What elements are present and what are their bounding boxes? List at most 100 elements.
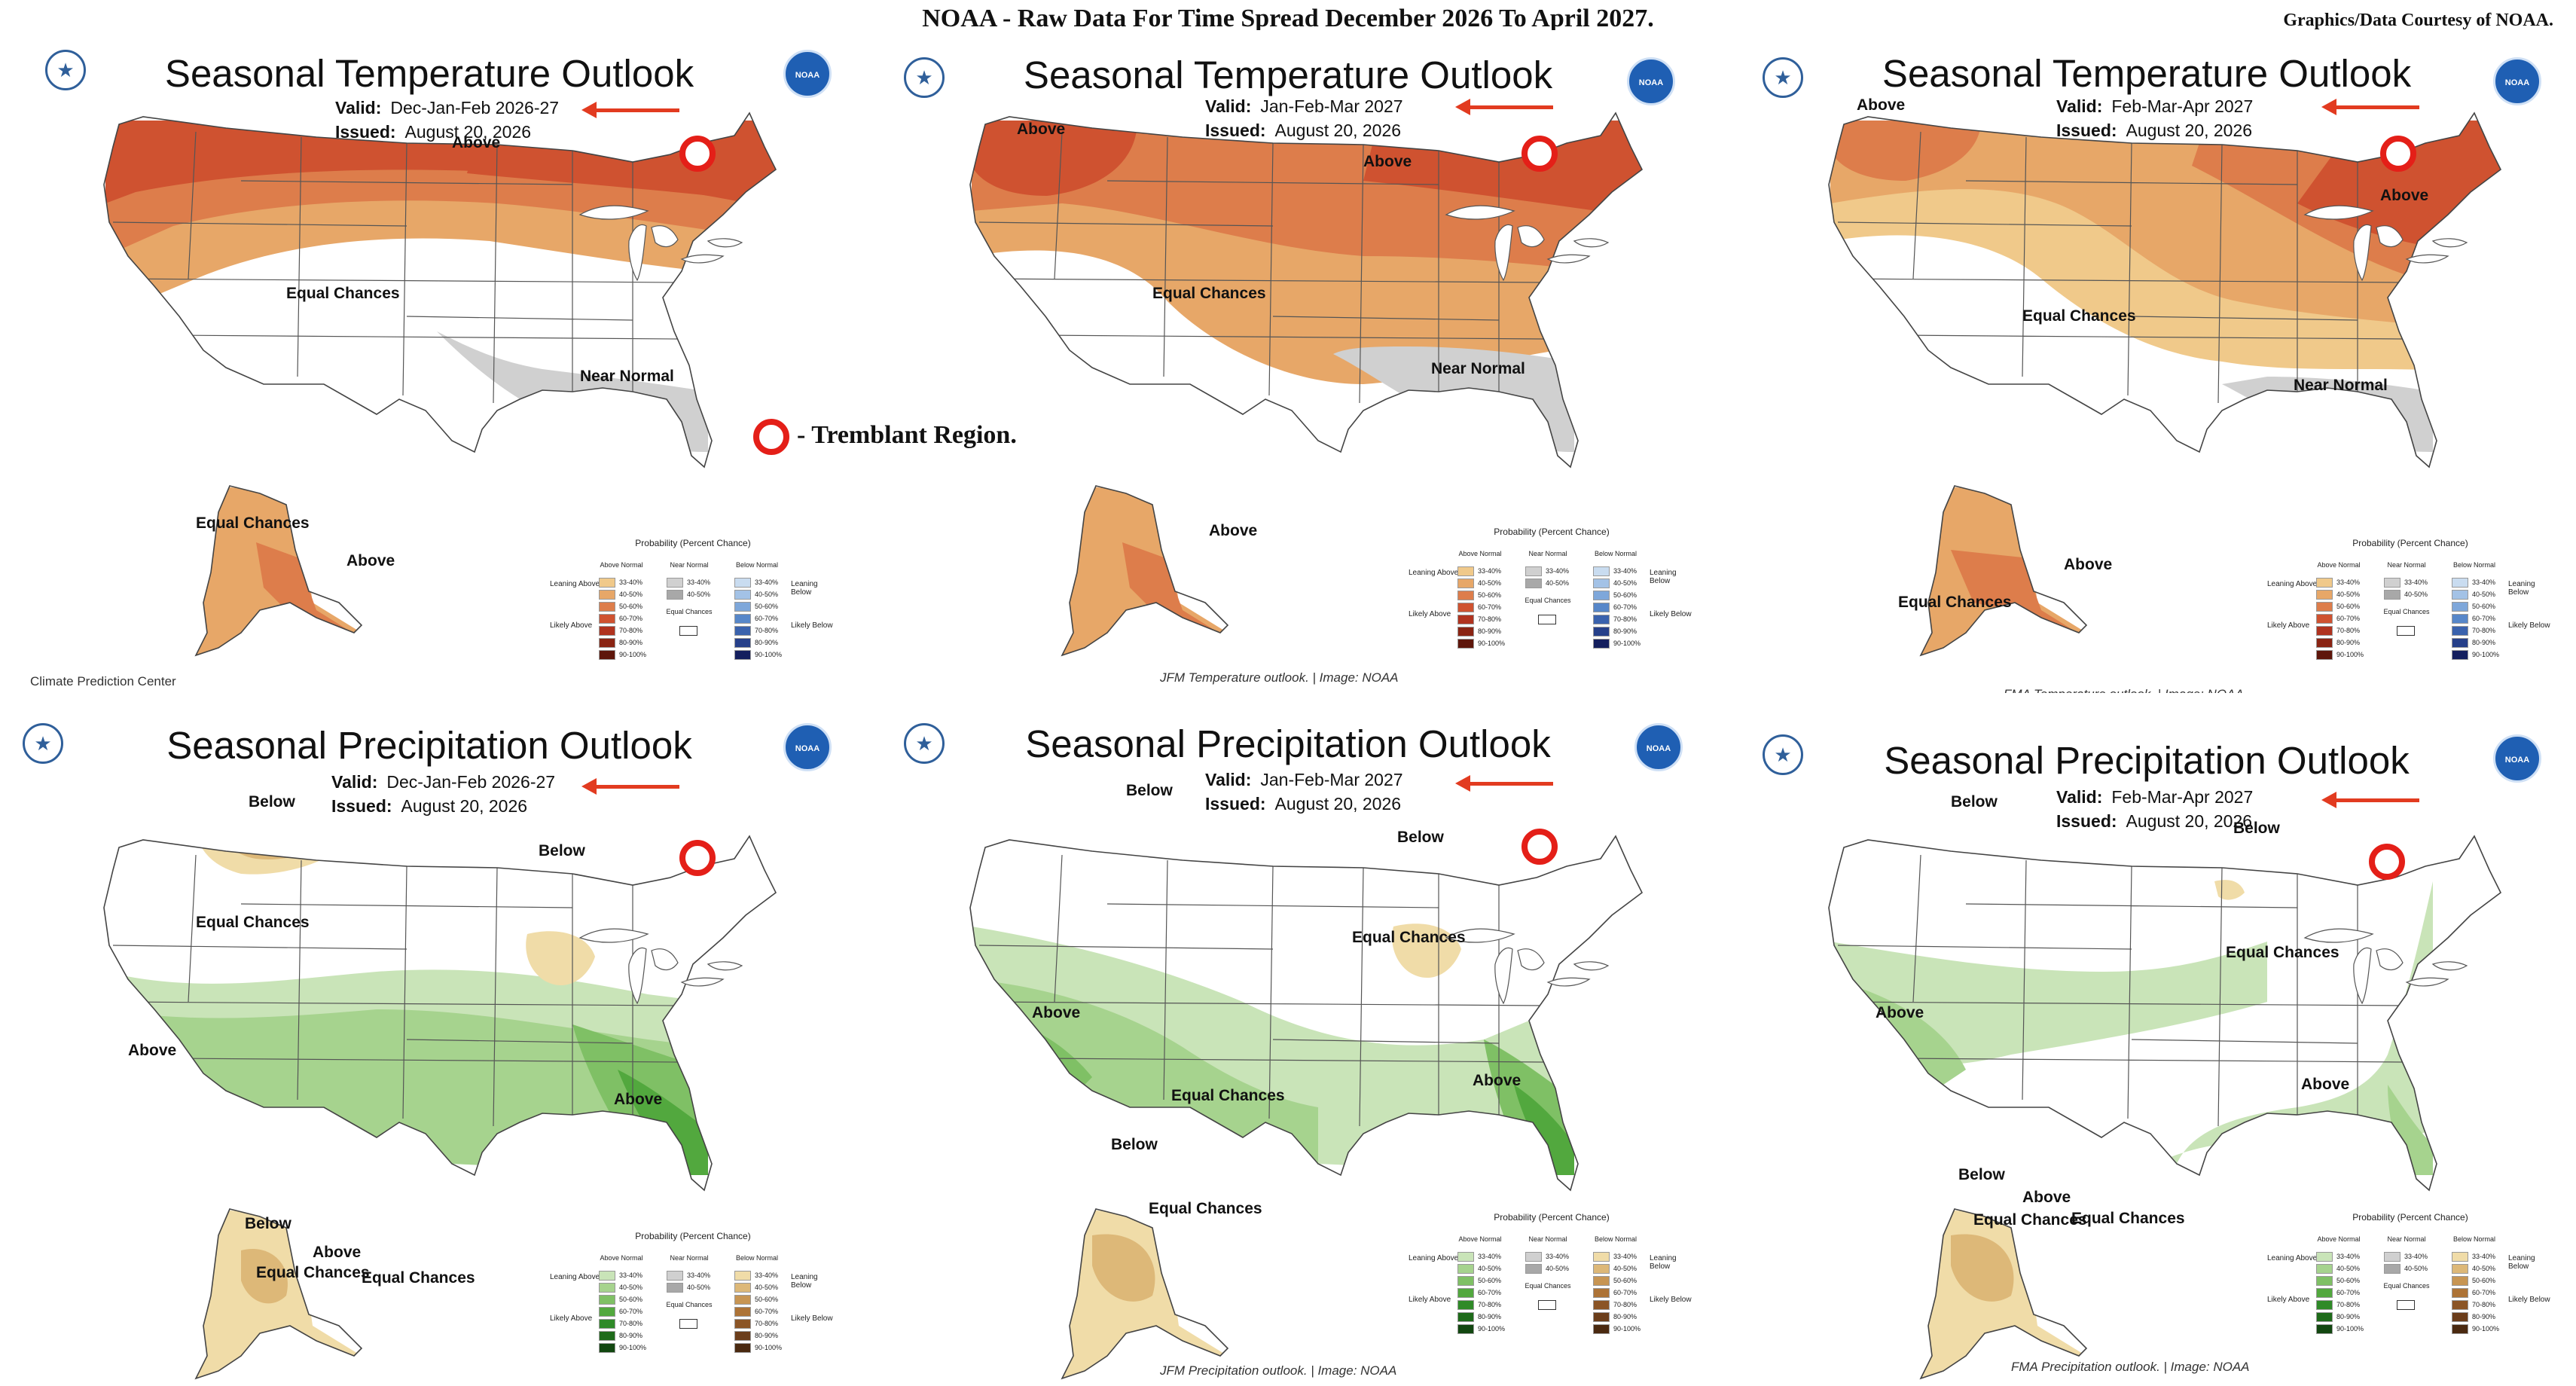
legend-swatch [1457, 1324, 1474, 1334]
legend-swatch [2452, 1300, 2468, 1310]
legend-likely-above: Likely Above [1409, 1296, 1451, 1304]
region-label: Near Normal [2294, 377, 2388, 394]
legend-swatch [2452, 1264, 2468, 1274]
region-label: Equal Chances [256, 1264, 370, 1281]
legend-leaning-above: Leaning Above [550, 1273, 600, 1281]
great-lake-1 [628, 947, 647, 1005]
region-label: Equal Chances [362, 1269, 475, 1287]
legend-swatch [2316, 578, 2333, 588]
legend-swatch [1593, 603, 1610, 612]
issued-key: Issued: [2056, 121, 2117, 140]
outlook-map [969, 111, 1644, 657]
state-boundaries [978, 131, 1545, 404]
conus-outline [103, 111, 777, 469]
tremblant-legend-note: - Tremblant Region. [753, 419, 1017, 455]
region-label: Equal Chances [1152, 285, 1266, 302]
great-lake-4 [2431, 238, 2468, 248]
region-label: Equal Chances [1149, 1200, 1262, 1217]
legend-range: 80-90% [1478, 627, 1502, 635]
legend-below-head: Below Normal [1594, 1235, 1637, 1243]
legend-equal-chances: Equal Chances [1525, 597, 1571, 604]
panel-title: Seasonal Temperature Outlook [1023, 53, 1553, 96]
legend-swatch [599, 650, 615, 660]
outlook-region-2 [1830, 121, 1981, 181]
outlook-region-7 [1951, 550, 2071, 629]
legend-likely-below: Likely Below [1650, 1296, 1692, 1304]
legend-col-below: 33-40% 40-50% 50-60% 60-70% 70-80% 80-90% 90-1… [2452, 1252, 2499, 1336]
legend-range: 70-80% [2472, 1301, 2496, 1308]
alaska-outline [1061, 485, 1229, 657]
legend-swatch [734, 602, 751, 612]
legend-leaning-below: Leaning Below [1650, 1254, 1677, 1271]
tremblant-note-text: - Tremblant Region. [797, 420, 1017, 449]
legend-range: 90-100% [619, 651, 647, 658]
region-label: Equal Chances [2226, 944, 2339, 961]
legend-swatch [599, 1271, 615, 1281]
legend-equal-chances: Equal Chances [2383, 1282, 2430, 1290]
legend-swatch [1457, 566, 1474, 576]
legend-likely-below: Likely Below [1650, 610, 1692, 618]
legend-swatch [2384, 1252, 2401, 1262]
legend-swatch [734, 1283, 751, 1293]
region-label: Equal Chances [2022, 307, 2136, 325]
region-label: Above [1876, 1004, 1924, 1021]
legend-leaning-below: Leaning Below [2508, 580, 2535, 597]
legend-range: 50-60% [1478, 1277, 1502, 1284]
noaa-logo-icon: NOAA [783, 50, 832, 98]
legend-swatch [2316, 1324, 2333, 1334]
legend-leaning-below: Leaning Below [791, 580, 818, 597]
tremblant-marker-icon [1521, 136, 1558, 172]
legend-swatch [2384, 578, 2401, 588]
region-label: Equal Chances [1973, 1211, 2087, 1229]
legend-swatch [1593, 1324, 1610, 1334]
legend-swatch [2316, 1300, 2333, 1310]
legend-above-head: Above Normal [600, 561, 643, 569]
legend-swatch [1593, 1312, 1610, 1322]
legend-range: 33-40% [1546, 567, 1570, 575]
panel-caption: JFM Precipitation outlook. | Image: NOAA [1160, 1363, 1397, 1378]
doc-seal-icon: ★ [1763, 57, 1803, 98]
legend-swatch [1593, 1288, 1610, 1298]
legend-likely-above: Likely Above [2267, 621, 2310, 630]
legend-range: 40-50% [2472, 1265, 2496, 1272]
panel-caption: FMA Precipitation outlook. | Image: NOAA [2011, 1360, 2250, 1374]
tremblant-marker-icon [753, 419, 789, 455]
legend-range: 80-90% [2336, 639, 2361, 646]
legend-swatch [734, 1343, 751, 1353]
region-label: Near Normal [580, 368, 674, 385]
legend-swatch [2452, 638, 2468, 648]
legend-swatch [2316, 650, 2333, 660]
region-label: Above [2064, 556, 2113, 573]
legend-leaning-above: Leaning Above [1409, 1254, 1459, 1262]
tremblant-marker-icon [679, 136, 716, 172]
issued-value: August 20, 2026 [1274, 121, 1402, 140]
panel-title: Seasonal Precipitation Outlook [1025, 722, 1551, 765]
valid-period: Valid: Dec-Jan-Feb 2026-27 [335, 98, 559, 118]
legend-swatch [1457, 1264, 1474, 1274]
legend-likely-above: Likely Above [550, 621, 593, 630]
legend-swatch [2452, 1288, 2468, 1298]
legend-range: 40-50% [1478, 1265, 1502, 1272]
region-label: Equal Chances [196, 914, 310, 931]
region-label: Above [1209, 522, 1258, 539]
legend-swatch [667, 1271, 683, 1281]
conus-outline [1828, 111, 2502, 469]
legend-col-near: 33-40% 40-50% [1525, 566, 1569, 591]
great-lake-2 [1517, 225, 1545, 248]
legend-swatch [734, 1271, 751, 1281]
probability-legend: Probability (Percent Chance) Above Normal… [2267, 539, 2553, 667]
legend-title: Probability (Percent Chance) [1494, 527, 1610, 537]
outlook-map [1828, 835, 2502, 1380]
outlook-region-3 [2147, 881, 2433, 1168]
legend-swatch [599, 1295, 615, 1305]
legend-range: 80-90% [755, 1332, 779, 1339]
legend-swatch [599, 638, 615, 648]
legend-below-head: Below Normal [735, 561, 779, 569]
legend-title: Probability (Percent Chance) [2352, 1212, 2468, 1223]
legend-above-head: Above Normal [1458, 550, 1502, 557]
legend-range: 70-80% [1613, 1301, 1637, 1308]
great-lake-2 [651, 225, 679, 248]
region-label: Above [2022, 1189, 2071, 1206]
legend-swatch [1525, 566, 1542, 576]
red-arrow-icon [2321, 792, 2419, 808]
